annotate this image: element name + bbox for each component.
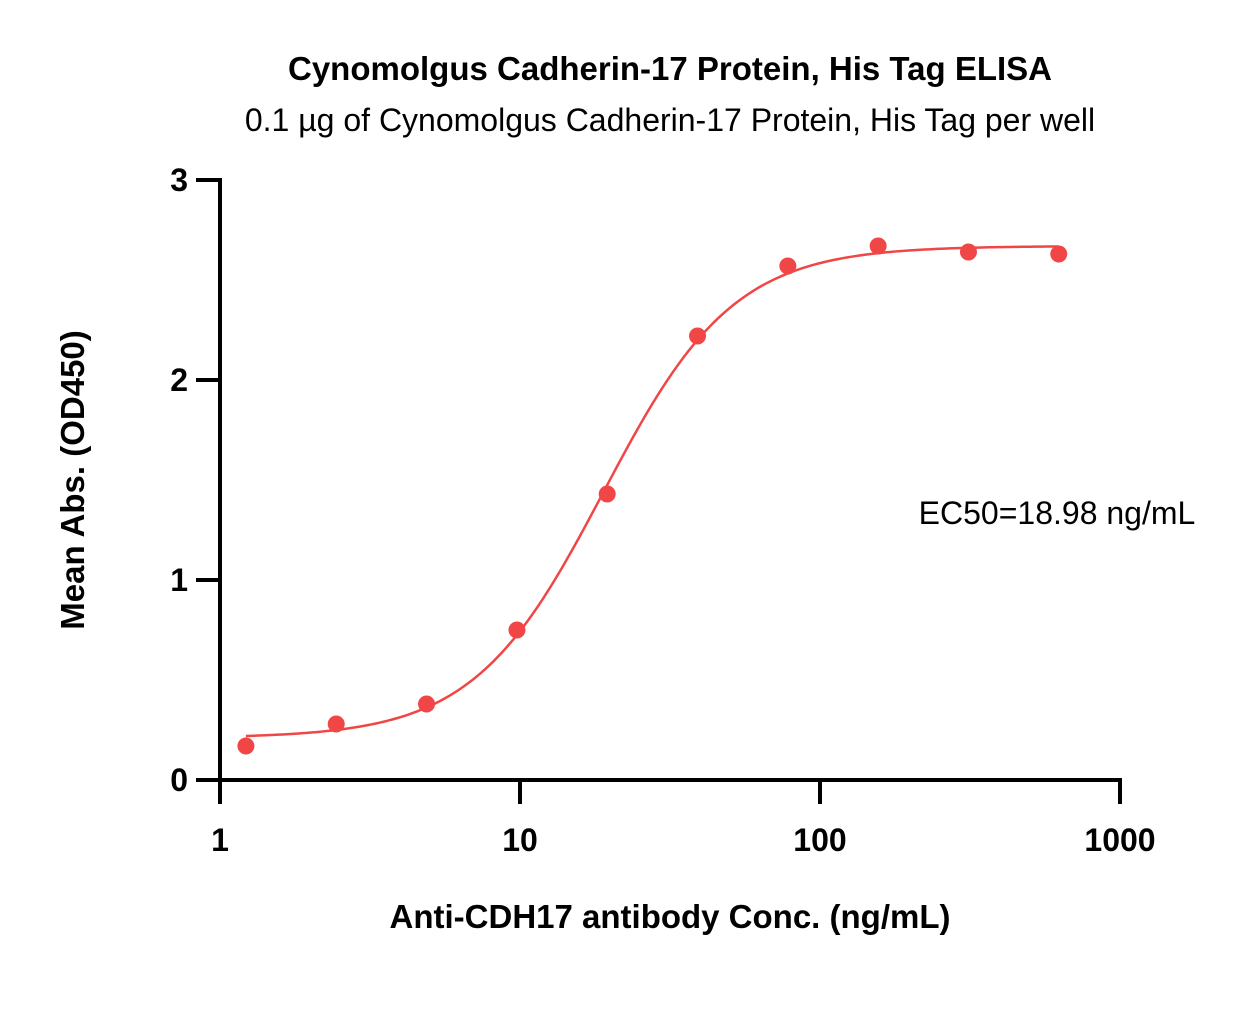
y-axis-label: Mean Abs. (OD450) [54,330,91,630]
x-tick-label-1: 10 [502,822,538,858]
y-tick-label-1: 1 [170,562,188,598]
x-tick-label-3: 1000 [1084,822,1155,858]
data-point-1 [327,715,345,733]
data-point-0 [237,737,255,755]
data-point-7 [869,237,887,255]
x-axis: 1 10 100 1000 [211,778,1156,858]
data-point-6 [779,257,797,275]
y-tick-label-2: 2 [170,362,188,398]
data-point-9 [1050,245,1068,263]
data-points [237,237,1068,755]
y-tick-label-0: 0 [170,762,188,798]
data-point-8 [959,243,977,261]
data-point-4 [598,485,616,503]
x-axis-label: Anti-CDH17 antibody Conc. (ng/mL) [390,898,951,935]
chart-subtitle: 0.1 µg of Cynomolgus Cadherin-17 Protein… [245,102,1095,138]
fit-curve [245,245,1059,738]
data-point-5 [689,327,707,345]
x-tick-label-0: 1 [211,822,229,858]
x-tick-label-2: 100 [793,822,846,858]
data-point-3 [508,621,526,639]
ec50-annotation: EC50=18.98 ng/mL [919,495,1196,531]
chart-title: Cynomolgus Cadherin-17 Protein, His Tag … [288,50,1052,87]
y-tick-label-3: 3 [170,162,188,198]
data-point-2 [418,695,436,713]
y-axis: 0 1 2 3 [170,162,222,798]
